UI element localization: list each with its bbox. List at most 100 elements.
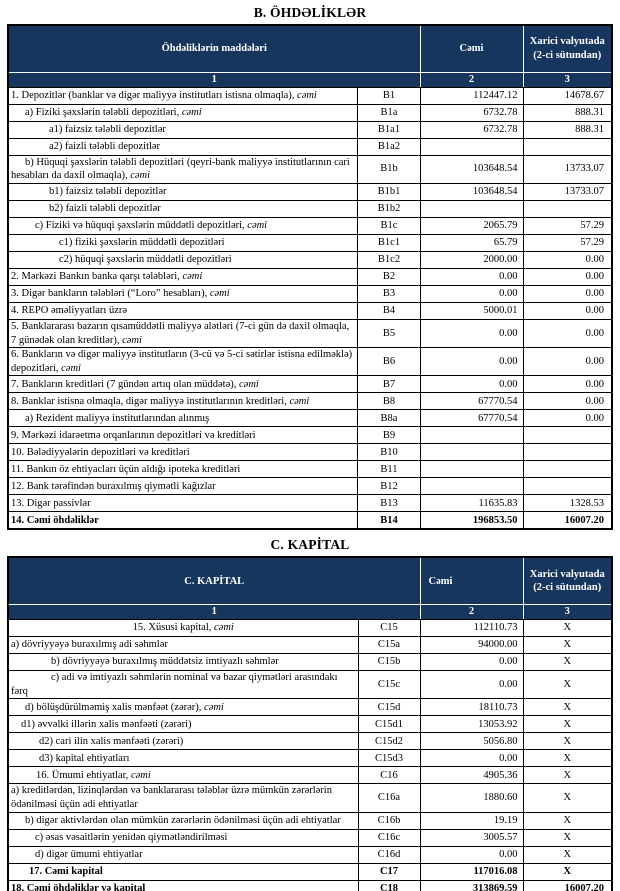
row-foreign-value: 0.00 — [522, 318, 613, 349]
row-label: a) kreditlərdən, lizinqlərdən və banklar… — [7, 783, 359, 813]
row-code: C15b — [357, 653, 421, 672]
table-row: 11. Bankın öz ehtiyacları üçün aldığı ip… — [7, 460, 613, 479]
row-label: d2) cari ilin xalis mənfəəti (zərəri) — [7, 732, 359, 751]
row-code: B13 — [357, 494, 421, 513]
row-total-value: 103648.54 — [419, 154, 524, 184]
row-total-value: 13053.92 — [419, 715, 524, 734]
table-row: 3. Digər bankların tələbləri (“Loro” hes… — [7, 284, 613, 303]
row-label: a) dövriyyəyə buraxılmış adi səhmlər — [7, 636, 359, 655]
row-foreign-value: 13733.07 — [522, 182, 613, 201]
row-total-value: 5000.01 — [419, 301, 524, 320]
foreign-currency-header-cell: Xarici valyutada (2-ci sütundan) — [522, 556, 613, 606]
table-row: 5. Banklararası bazarın qısamüddətli mal… — [7, 318, 613, 349]
row-code: B4 — [357, 301, 421, 320]
capital-title: C. KAPİTAL — [270, 537, 350, 553]
row-code: C18 — [357, 879, 421, 891]
row-total-value: 3005.57 — [419, 828, 524, 847]
row-label: b) dövriyyəyə buraxılmış müddətsiz imtiy… — [7, 653, 359, 672]
row-code: B11 — [357, 460, 421, 479]
table-row: b1) faizsiz tələbli depozitlər B1b1 103648… — [7, 182, 613, 201]
row-total-value — [419, 460, 524, 479]
items-header-cell: C. KAPİTAL — [7, 556, 421, 606]
table-row: a) kreditlərdən, lizinqlərdən və banklar… — [7, 783, 613, 813]
row-label: a1) faizsiz tələbli depozitlər — [7, 120, 359, 139]
row-foreign-value: X — [522, 715, 613, 734]
row-label: a) Fiziki şəxslərin tələbli depozitləri,… — [7, 103, 359, 122]
row-total-value: 2000.00 — [419, 250, 524, 269]
row-foreign-value: X — [522, 732, 613, 751]
row-foreign-value: X — [522, 862, 613, 881]
row-code: B3 — [357, 284, 421, 303]
row-label: 7. Bankların kreditləri (7 gündən artıq … — [7, 375, 359, 394]
row-code: C15d3 — [357, 749, 421, 768]
row-foreign-value: 0.00 — [522, 284, 613, 303]
row-total-value: 196853.50 — [419, 511, 524, 530]
row-label: c) Fiziki və hüquqi şəxslərin müddətli d… — [7, 216, 359, 235]
table-row: 14. Cəmi öhdəliklər B14 196853.50 16007.20 — [7, 511, 613, 530]
table-row: 1. Depozitlər (banklar və digər maliyyə … — [7, 86, 613, 105]
row-label: 8. Banklar istisna olmaqla, digər maliyy… — [7, 392, 359, 411]
row-code: C15d1 — [357, 715, 421, 734]
row-foreign-value: 0.00 — [522, 301, 613, 320]
row-total-value: 4905.36 — [419, 766, 524, 785]
table-row: a) dövriyyəyə buraxılmış adi səhmlər C15a… — [7, 636, 613, 655]
table-row: 7. Bankların kreditləri (7 gündən artıq … — [7, 375, 613, 394]
row-label: 10. Bələdiyyələrin depozitləri və kredit… — [7, 443, 359, 462]
table-row: a1) faizsiz tələbli depozitlər B1a1 6732.7… — [7, 120, 613, 139]
row-foreign-value — [522, 460, 613, 479]
row-code: C16d — [357, 845, 421, 864]
table-row: 15. Xüsusi kapital, cəmi C15 112110.73 X — [7, 619, 613, 638]
row-total-value — [419, 477, 524, 496]
row-label: c2) hüquqi şəxslərin müddətli depozitlər… — [7, 250, 359, 269]
row-code: B1c — [357, 216, 421, 235]
row-code: B1a2 — [357, 137, 421, 156]
column-number-cell: 3 — [522, 604, 613, 621]
row-label: 5. Banklararası bazarın qısamüddətli mal… — [7, 318, 359, 349]
row-foreign-value: X — [522, 845, 613, 864]
row-foreign-value: X — [522, 749, 613, 768]
row-foreign-value — [522, 477, 613, 496]
total-header-cell: Cəmi — [419, 24, 524, 73]
table-row: d1) əvvəlki illərin xalis mənfəəti (zərə… — [7, 715, 613, 734]
row-label: b1) faizsiz tələbli depozitlər — [7, 182, 359, 201]
row-label: d) bölüşdürülməmiş xalis mənfəət (zərər)… — [7, 698, 359, 717]
row-code: B12 — [357, 477, 421, 496]
row-label: c1) fiziki şəxslərin müddətli depozitlər… — [7, 233, 359, 252]
row-code: B9 — [357, 426, 421, 445]
table-row: d) digər ümumi ehtiyatlar C16d 0.00 X — [7, 845, 613, 864]
total-header-cell: Cəmi — [419, 556, 524, 606]
table-row: 18. Cəmi öhdəliklər və kapital C18 313869.… — [7, 879, 613, 891]
row-foreign-value: 57.29 — [522, 216, 613, 235]
row-code: C15c — [357, 670, 421, 700]
row-total-value: 1880.60 — [419, 783, 524, 813]
capital-table: C. KAPİTAL Cəmi Xarici valyutada (2-ci süt… — [7, 556, 613, 891]
liabilities-section: B. ÖHDƏLİKLƏR Öhdəliklərin maddələri Cəmi… — [0, 5, 620, 531]
row-total-value: 103648.54 — [419, 182, 524, 201]
row-code: B1b2 — [357, 199, 421, 218]
table-row: a2) faizli tələbli depozitlər B1a2 — [7, 137, 613, 156]
row-label: 13. Digər passivlər — [7, 494, 359, 513]
row-total-value: 2065.79 — [419, 216, 524, 235]
table-row: c) Fiziki və hüquqi şəxslərin müddətli d… — [7, 216, 613, 235]
row-label: a) Rezident maliyyə institutlarından alı… — [7, 409, 359, 428]
row-total-value: 94000.00 — [419, 636, 524, 655]
row-code: C16c — [357, 828, 421, 847]
foreign-currency-header-cell: Xarici valyutada (2-ci sütundan) — [522, 24, 613, 73]
row-code: B5 — [357, 318, 421, 349]
row-total-value: 67770.54 — [419, 392, 524, 411]
table-row: 12. Bank tərəfindən buraxılmış qiymətli … — [7, 477, 613, 496]
row-foreign-value: 0.00 — [522, 250, 613, 269]
row-total-value: 18110.73 — [419, 698, 524, 717]
row-label: d1) əvvəlki illərin xalis mənfəəti (zərə… — [7, 715, 359, 734]
row-foreign-value: 888.31 — [522, 120, 613, 139]
table-row: 2. Mərkəzi Bankın banka qarşı tələbləri,… — [7, 267, 613, 286]
table-row: c1) fiziki şəxslərin müddətli depozitlər… — [7, 233, 613, 252]
row-code: B10 — [357, 443, 421, 462]
table-row: 16. Ümumi ehtiyatlar, cəmi C16 4905.36 X — [7, 766, 613, 785]
row-code: B8a — [357, 409, 421, 428]
row-foreign-value: 57.29 — [522, 233, 613, 252]
row-total-value: 0.00 — [419, 845, 524, 864]
row-foreign-value: 1328.53 — [522, 494, 613, 513]
table-row: d2) cari ilin xalis mənfəəti (zərəri) C15… — [7, 732, 613, 751]
row-code: C15 — [357, 619, 421, 638]
